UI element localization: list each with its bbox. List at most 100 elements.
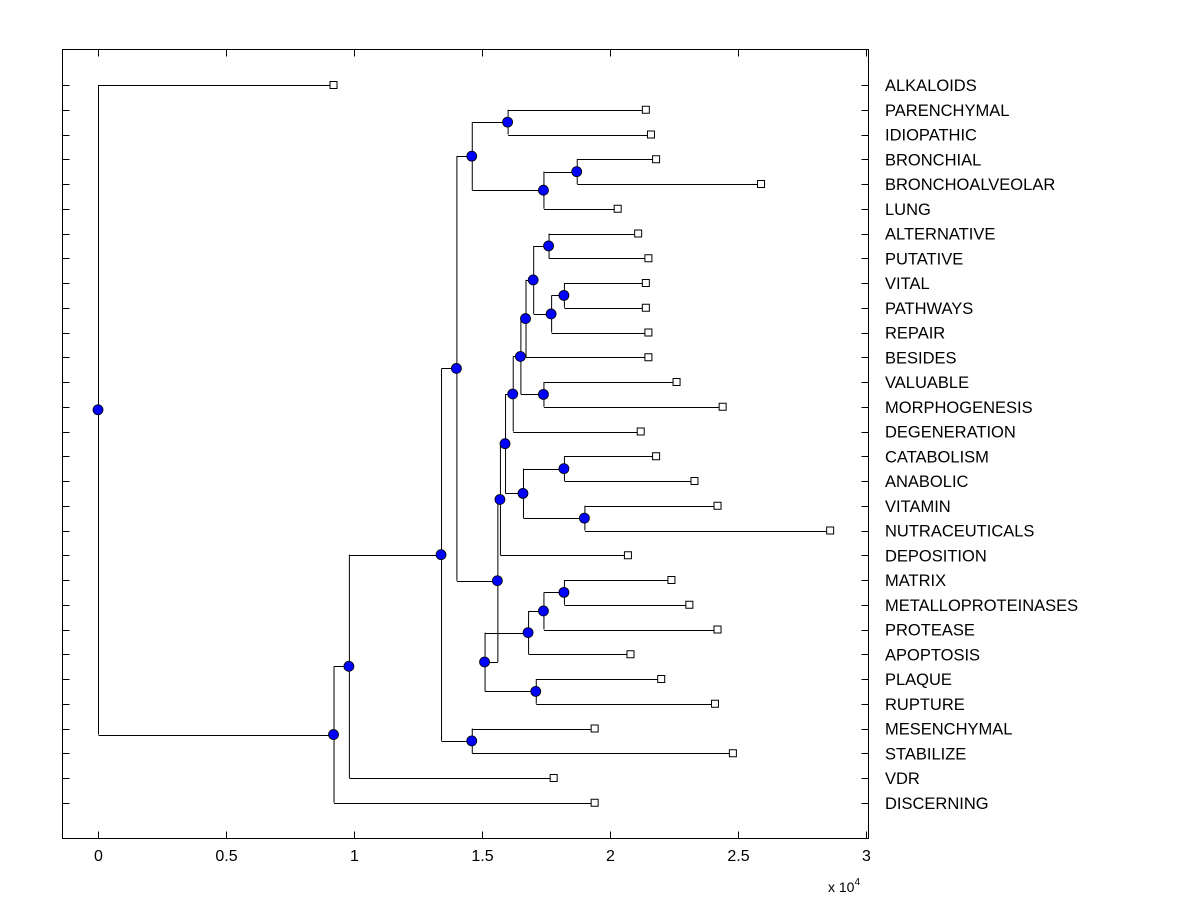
leaf-marker: [718, 402, 727, 411]
leaf-marker: [728, 749, 737, 758]
leaf-label: NUTRACEUTICALS: [885, 523, 1034, 541]
internal-node-marker: [538, 605, 549, 617]
internal-node-marker: [466, 150, 478, 162]
x-tick-label: 2.5: [727, 848, 749, 865]
leaf-marker: [641, 105, 650, 114]
leaf-marker: [690, 477, 699, 485]
leaf-marker: [590, 724, 599, 733]
y-tick-marks: [62, 85, 869, 804]
leaf-marker: [626, 650, 635, 659]
leaf-marker: [641, 303, 650, 312]
leaf-label: BESIDES: [885, 349, 957, 367]
internal-node-marker: [517, 487, 529, 499]
internal-node-marker: [558, 289, 570, 301]
leaf-label: PROTEASE: [885, 622, 975, 640]
leaf-marker: [549, 774, 558, 782]
x-tick-label: 0.5: [215, 848, 237, 865]
leaf-marker: [657, 675, 666, 683]
internal-node-marker: [92, 404, 104, 416]
leaf-marker: [757, 180, 766, 188]
leaf-marker: [826, 526, 835, 535]
internal-node-marker: [522, 627, 534, 638]
leaf-label: PLAQUE: [885, 671, 952, 689]
leaf-marker: [652, 155, 661, 164]
x-multiplier-base: x 10: [828, 879, 855, 895]
leaf-marker: [667, 576, 676, 584]
leaf-marker: [713, 625, 722, 634]
leaf-label: ANABOLIC: [885, 473, 969, 491]
internal-node-marker: [502, 116, 514, 128]
leaf-label: METALLOPROTEINASES: [885, 597, 1078, 615]
internal-node-marker: [328, 729, 339, 740]
leaf-label: APOPTOSIS: [885, 646, 980, 664]
leaf-marker: [641, 279, 650, 287]
leaf-marker: [644, 254, 653, 263]
leaf-label: PATHWAYS: [885, 300, 973, 318]
x-tick-label: 3: [862, 848, 871, 865]
internal-node-marker: [515, 351, 526, 362]
internal-node-marker: [520, 313, 531, 324]
x-tick-label: 0: [94, 848, 103, 865]
internal-node-marker: [435, 549, 447, 561]
internal-node-marker: [579, 512, 590, 524]
leaf-marker: [634, 229, 643, 238]
leaf-label: PUTATIVE: [885, 250, 963, 268]
leaf-label: ALTERNATIVE: [885, 226, 995, 244]
leaf-marker: [685, 600, 694, 609]
internal-node-marker: [538, 184, 549, 196]
internal-node-marker: [466, 735, 478, 747]
leaf-label: VITAMIN: [885, 498, 951, 516]
leaf-marker: [646, 130, 655, 139]
leaf-marker: [672, 378, 681, 386]
internal-node-marker: [538, 388, 549, 400]
leaf-label: PARENCHYMAL: [885, 102, 1009, 120]
leaf-label: DEGENERATION: [885, 424, 1016, 442]
leaf-marker: [644, 328, 653, 337]
internal-node-marker: [543, 240, 554, 252]
leaf-label: BRONCHIAL: [885, 151, 981, 169]
leaf-labels: ALKALOIDS PARENCHYMAL IDIOPATHIC BRONCHIAL B…: [885, 77, 1078, 813]
leaf-label: MORPHOGENESIS: [885, 399, 1033, 417]
x-tick-label: 1.5: [471, 848, 493, 865]
internal-node-marker: [558, 463, 570, 475]
leaf-label: ALKALOIDS: [885, 77, 977, 95]
leaf-marker: [623, 551, 632, 560]
leaf-label: STABILIZE: [885, 745, 966, 763]
x-tick-label: 1: [350, 848, 359, 865]
leaf-marker: [652, 452, 661, 461]
axes-frame: [62, 49, 869, 839]
leaf-label: VDR: [885, 770, 920, 788]
leaf-marker: [644, 353, 653, 362]
leaf-marker: [590, 798, 599, 807]
internal-node-marker: [494, 494, 506, 505]
internal-node-marker: [571, 166, 583, 178]
leaf-label: MESENCHYMAL: [885, 721, 1012, 739]
leaf-label: VALUABLE: [885, 374, 969, 392]
internal-node-marker: [343, 660, 355, 672]
internal-node-marker: [545, 308, 557, 320]
leaf-marker: [613, 204, 622, 213]
internal-node-marker: [479, 656, 490, 668]
internal-node-marker: [491, 575, 503, 587]
leaf-marker: [713, 501, 722, 510]
x-tick-marks: [98, 49, 867, 839]
dendrogram-markers: [92, 81, 835, 807]
x-tick-label: 2: [606, 848, 615, 865]
leaf-label: MATRIX: [885, 572, 946, 590]
leaf-label: DISCERNING: [885, 795, 989, 813]
leaf-label: VITAL: [885, 275, 930, 293]
leaf-marker: [636, 427, 645, 436]
internal-node-marker: [527, 274, 539, 286]
leaf-label: IDIOPATHIC: [885, 127, 977, 145]
leaf-marker: [710, 699, 719, 708]
leaf-label: LUNG: [885, 201, 931, 219]
internal-node-marker: [450, 363, 462, 374]
leaf-label: DEPOSITION: [885, 547, 987, 565]
leaf-marker: [329, 81, 338, 89]
leaf-label: REPAIR: [885, 325, 945, 343]
leaf-label: CATABOLISM: [885, 448, 989, 466]
x-axis-multiplier: x 104: [828, 877, 860, 895]
internal-node-marker: [558, 586, 570, 598]
